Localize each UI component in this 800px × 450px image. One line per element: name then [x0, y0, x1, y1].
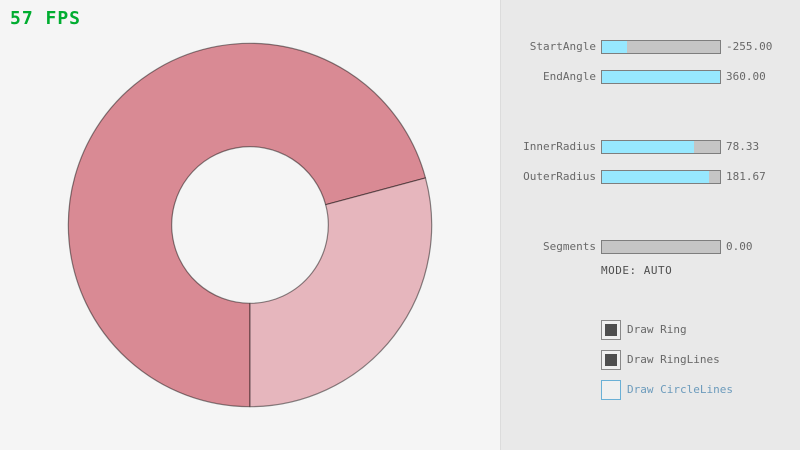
outerradius-slider[interactable] — [601, 170, 721, 184]
outerradius-label: OuterRadius — [523, 170, 596, 183]
checkbox-row-draw-ring: Draw Ring — [601, 320, 800, 340]
checkbox-row-draw-ringlines: Draw RingLines — [601, 350, 800, 370]
controls-panel: StartAngle -255.00 EndAngle 360.00 Inner… — [500, 0, 800, 450]
ring-chart — [67, 42, 433, 408]
segments-slider[interactable] — [601, 240, 721, 254]
slider-row-endangle: EndAngle 360.00 — [501, 70, 800, 84]
checkmark-icon — [605, 354, 617, 366]
innerradius-label: InnerRadius — [523, 140, 596, 153]
slider-row-outerradius: OuterRadius 181.67 — [501, 170, 800, 184]
draw-ringlines-label: Draw RingLines — [627, 353, 720, 366]
ring-dark-segment — [67, 42, 427, 408]
endangle-slider[interactable] — [601, 70, 721, 84]
slider-row-startangle: StartAngle -255.00 — [501, 40, 800, 54]
segments-label: Segments — [543, 240, 596, 253]
fps-counter: 57 FPS — [10, 8, 82, 29]
endangle-value: 360.00 — [726, 70, 766, 83]
draw-ring-label: Draw Ring — [627, 323, 687, 336]
startangle-value: -255.00 — [726, 40, 773, 53]
endangle-slider-fill — [602, 71, 720, 83]
endangle-label: EndAngle — [543, 70, 596, 83]
outerradius-slider-fill — [602, 171, 710, 183]
draw-ring-checkbox[interactable] — [601, 320, 621, 340]
innerradius-slider-fill — [602, 141, 695, 153]
draw-circlelines-checkbox[interactable] — [601, 380, 621, 400]
outerradius-value: 181.67 — [726, 170, 766, 183]
innerradius-value: 78.33 — [726, 140, 760, 153]
draw-ringlines-checkbox[interactable] — [601, 350, 621, 370]
slider-row-innerradius: InnerRadius 78.33 — [501, 140, 800, 154]
slider-row-segments: Segments 0.00 — [501, 240, 800, 254]
startangle-label: StartAngle — [529, 40, 596, 53]
checkmark-icon — [605, 324, 617, 336]
mode-text: MODE: AUTO — [601, 264, 673, 277]
innerradius-slider[interactable] — [601, 140, 721, 154]
checkbox-row-draw-circlelines: Draw CircleLines — [601, 380, 800, 400]
ring-canvas: 57 FPS — [10, 8, 433, 408]
draw-circlelines-label: Draw CircleLines — [627, 383, 733, 396]
ring-light-segment — [249, 177, 433, 408]
segments-value: 0.00 — [726, 240, 753, 253]
startangle-slider[interactable] — [601, 40, 721, 54]
startangle-slider-fill — [602, 41, 627, 53]
